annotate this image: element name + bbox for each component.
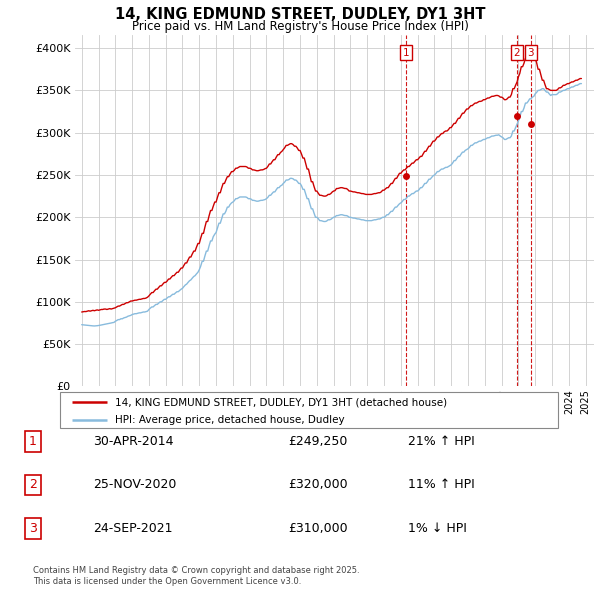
Text: 14, KING EDMUND STREET, DUDLEY, DY1 3HT: 14, KING EDMUND STREET, DUDLEY, DY1 3HT [115,7,485,22]
Text: 1: 1 [29,435,37,448]
Text: This data is licensed under the Open Government Licence v3.0.: This data is licensed under the Open Gov… [33,577,301,586]
Text: 1% ↓ HPI: 1% ↓ HPI [408,522,467,535]
Text: Price paid vs. HM Land Registry's House Price Index (HPI): Price paid vs. HM Land Registry's House … [131,20,469,33]
Text: 25-NOV-2020: 25-NOV-2020 [93,478,176,491]
Text: 24-SEP-2021: 24-SEP-2021 [93,522,173,535]
Text: 14, KING EDMUND STREET, DUDLEY, DY1 3HT (detached house): 14, KING EDMUND STREET, DUDLEY, DY1 3HT … [115,397,447,407]
Text: 2: 2 [514,48,520,58]
Text: 30-APR-2014: 30-APR-2014 [93,435,173,448]
Text: HPI: Average price, detached house, Dudley: HPI: Average price, detached house, Dudl… [115,415,344,425]
Text: 3: 3 [527,48,534,58]
Text: £320,000: £320,000 [288,478,347,491]
FancyBboxPatch shape [60,392,558,428]
Text: 21% ↑ HPI: 21% ↑ HPI [408,435,475,448]
Text: Contains HM Land Registry data © Crown copyright and database right 2025.: Contains HM Land Registry data © Crown c… [33,566,359,575]
Text: £249,250: £249,250 [288,435,347,448]
Text: £310,000: £310,000 [288,522,347,535]
Text: 3: 3 [29,522,37,535]
Text: 1: 1 [403,48,410,58]
Text: 11% ↑ HPI: 11% ↑ HPI [408,478,475,491]
Text: 2: 2 [29,478,37,491]
